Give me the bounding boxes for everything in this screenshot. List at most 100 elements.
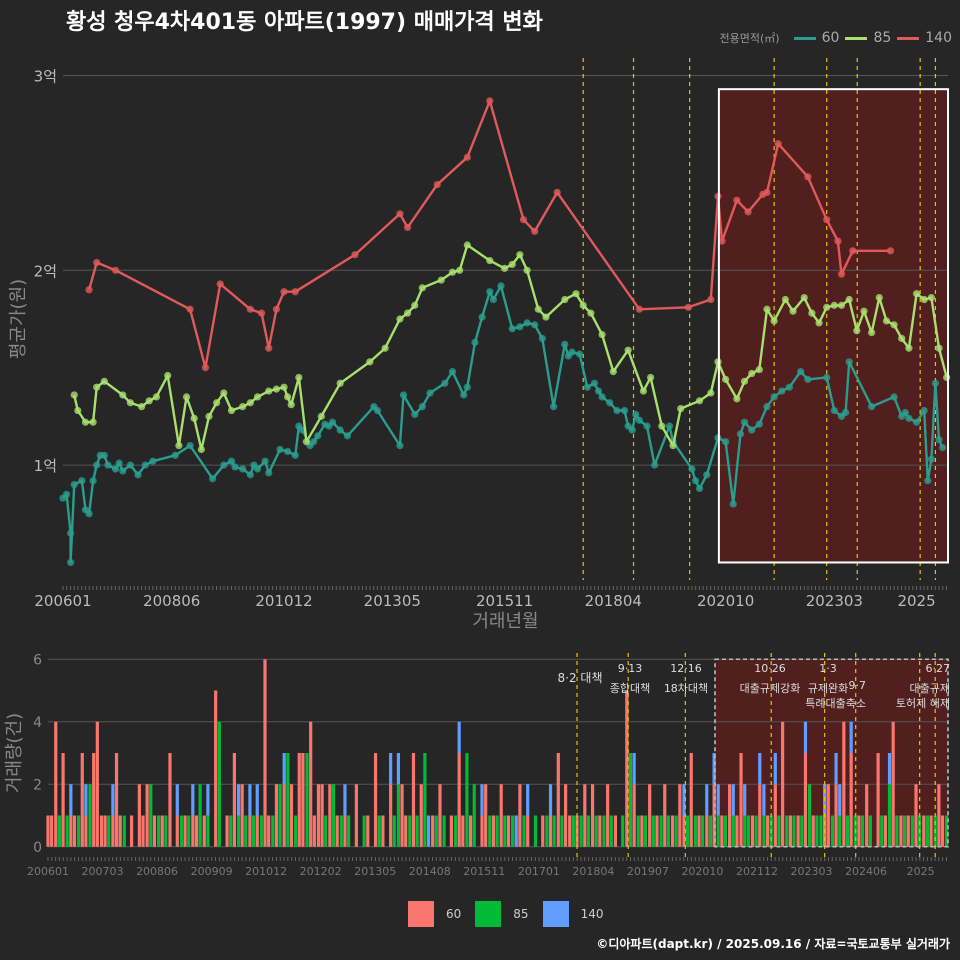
bar-140 xyxy=(175,784,179,816)
bar-60 xyxy=(758,784,762,847)
bar-140 xyxy=(838,784,842,816)
series-point-85 xyxy=(561,295,569,304)
series-point-85 xyxy=(860,307,868,315)
bar-85 xyxy=(465,753,469,847)
bar-60 xyxy=(583,784,587,847)
bar-85 xyxy=(347,815,351,847)
series-point-85 xyxy=(317,412,325,420)
bar-60 xyxy=(297,753,301,847)
series-point-140 xyxy=(351,251,359,259)
policy-annotation: 8·2 대책 xyxy=(558,670,603,685)
bar-140 xyxy=(705,784,709,816)
series-point-60 xyxy=(935,436,943,444)
bar-140 xyxy=(762,784,766,816)
bar-85 xyxy=(164,815,168,847)
bar-85 xyxy=(902,815,907,847)
bar-legend-entry-140: 140 xyxy=(542,901,603,927)
bar-x-tick-label: 201511 xyxy=(463,865,505,878)
bar-85 xyxy=(503,815,507,847)
series-point-85 xyxy=(781,295,789,304)
series-point-140 xyxy=(246,305,254,313)
series-point-60 xyxy=(497,282,505,290)
series-point-60 xyxy=(418,403,426,411)
series-point-85 xyxy=(175,442,183,450)
policy-annotation-label: 18차대책 xyxy=(664,682,708,695)
bar-60 xyxy=(648,784,652,847)
series-point-60 xyxy=(576,350,584,358)
bar-85 xyxy=(229,815,233,847)
y-tick-label: 2억 xyxy=(34,262,57,280)
series-point-60 xyxy=(448,367,457,376)
series-point-140 xyxy=(774,140,782,148)
bar-y-tick-label: 2 xyxy=(33,777,42,793)
series-point-60 xyxy=(620,406,629,415)
bar-x-tick-label: 200909 xyxy=(191,865,233,878)
bar-85 xyxy=(179,815,184,847)
series-point-60 xyxy=(901,408,909,417)
bar-60 xyxy=(548,815,553,847)
series-point-60 xyxy=(253,465,262,473)
bar-85 xyxy=(423,753,427,847)
bar-legend-swatch-140 xyxy=(542,901,569,927)
series-point-140 xyxy=(272,305,280,313)
highlight-region xyxy=(718,89,948,563)
series-point-60 xyxy=(722,438,730,446)
bar-140 xyxy=(69,784,73,816)
series-point-140 xyxy=(280,288,288,296)
bar-140 xyxy=(111,784,115,816)
series-point-60 xyxy=(373,406,382,415)
series-point-85 xyxy=(830,301,838,309)
x-tick-label: 201012 xyxy=(255,592,312,610)
bar-85 xyxy=(743,815,747,847)
policy-annotation-label: 대출규제강화 xyxy=(740,682,801,695)
series-point-85 xyxy=(403,309,412,317)
bar-85 xyxy=(830,815,835,847)
bar-x-tick-label: 202010 xyxy=(681,865,723,878)
bar-x-tick-label: 202112 xyxy=(736,865,778,878)
series-point-60 xyxy=(703,471,711,479)
series-point-60 xyxy=(508,325,516,333)
legend-label-60: 60 xyxy=(821,30,840,46)
bar-85 xyxy=(88,784,92,847)
series-point-85 xyxy=(89,418,97,426)
series-point-85 xyxy=(669,442,677,450)
series-point-60 xyxy=(486,288,494,296)
series-point-60 xyxy=(912,418,921,426)
bar-x-tick-label: 201907 xyxy=(627,865,669,878)
bar-140 xyxy=(236,784,241,816)
bar-60 xyxy=(389,784,393,847)
bar-60 xyxy=(312,815,316,847)
series-point-85 xyxy=(677,404,685,413)
legend-line-85 xyxy=(845,36,868,40)
series-point-85 xyxy=(119,391,127,399)
bar-85 xyxy=(800,815,804,847)
bar-85 xyxy=(701,815,705,847)
bar-60 xyxy=(937,784,941,847)
bar-85 xyxy=(522,815,526,847)
bar-x-tick-label: 201408 xyxy=(409,865,451,878)
bar-85 xyxy=(628,753,633,847)
series-point-60 xyxy=(227,457,236,465)
x-tick-label: 200601 xyxy=(34,592,91,610)
policy-annotation-date: 9·7 xyxy=(849,679,867,692)
bar-60 xyxy=(899,815,903,847)
bar-60 xyxy=(168,753,172,847)
bar-60 xyxy=(655,815,659,847)
series-point-85 xyxy=(707,389,715,397)
series-point-85 xyxy=(182,393,191,401)
series-point-60 xyxy=(531,321,539,329)
series-point-85 xyxy=(770,317,778,325)
bar-60 xyxy=(225,815,229,847)
series-point-60 xyxy=(516,323,524,331)
legend-line-60 xyxy=(793,36,816,40)
series-point-85 xyxy=(190,414,198,422)
series-point-60 xyxy=(478,313,486,321)
bar-60 xyxy=(484,784,488,847)
bar-140 xyxy=(632,753,636,785)
series-point-85 xyxy=(284,393,292,401)
bar-85 xyxy=(198,784,202,847)
series-point-60 xyxy=(736,430,745,438)
series-point-140 xyxy=(886,247,895,255)
series-point-85 xyxy=(534,305,542,313)
